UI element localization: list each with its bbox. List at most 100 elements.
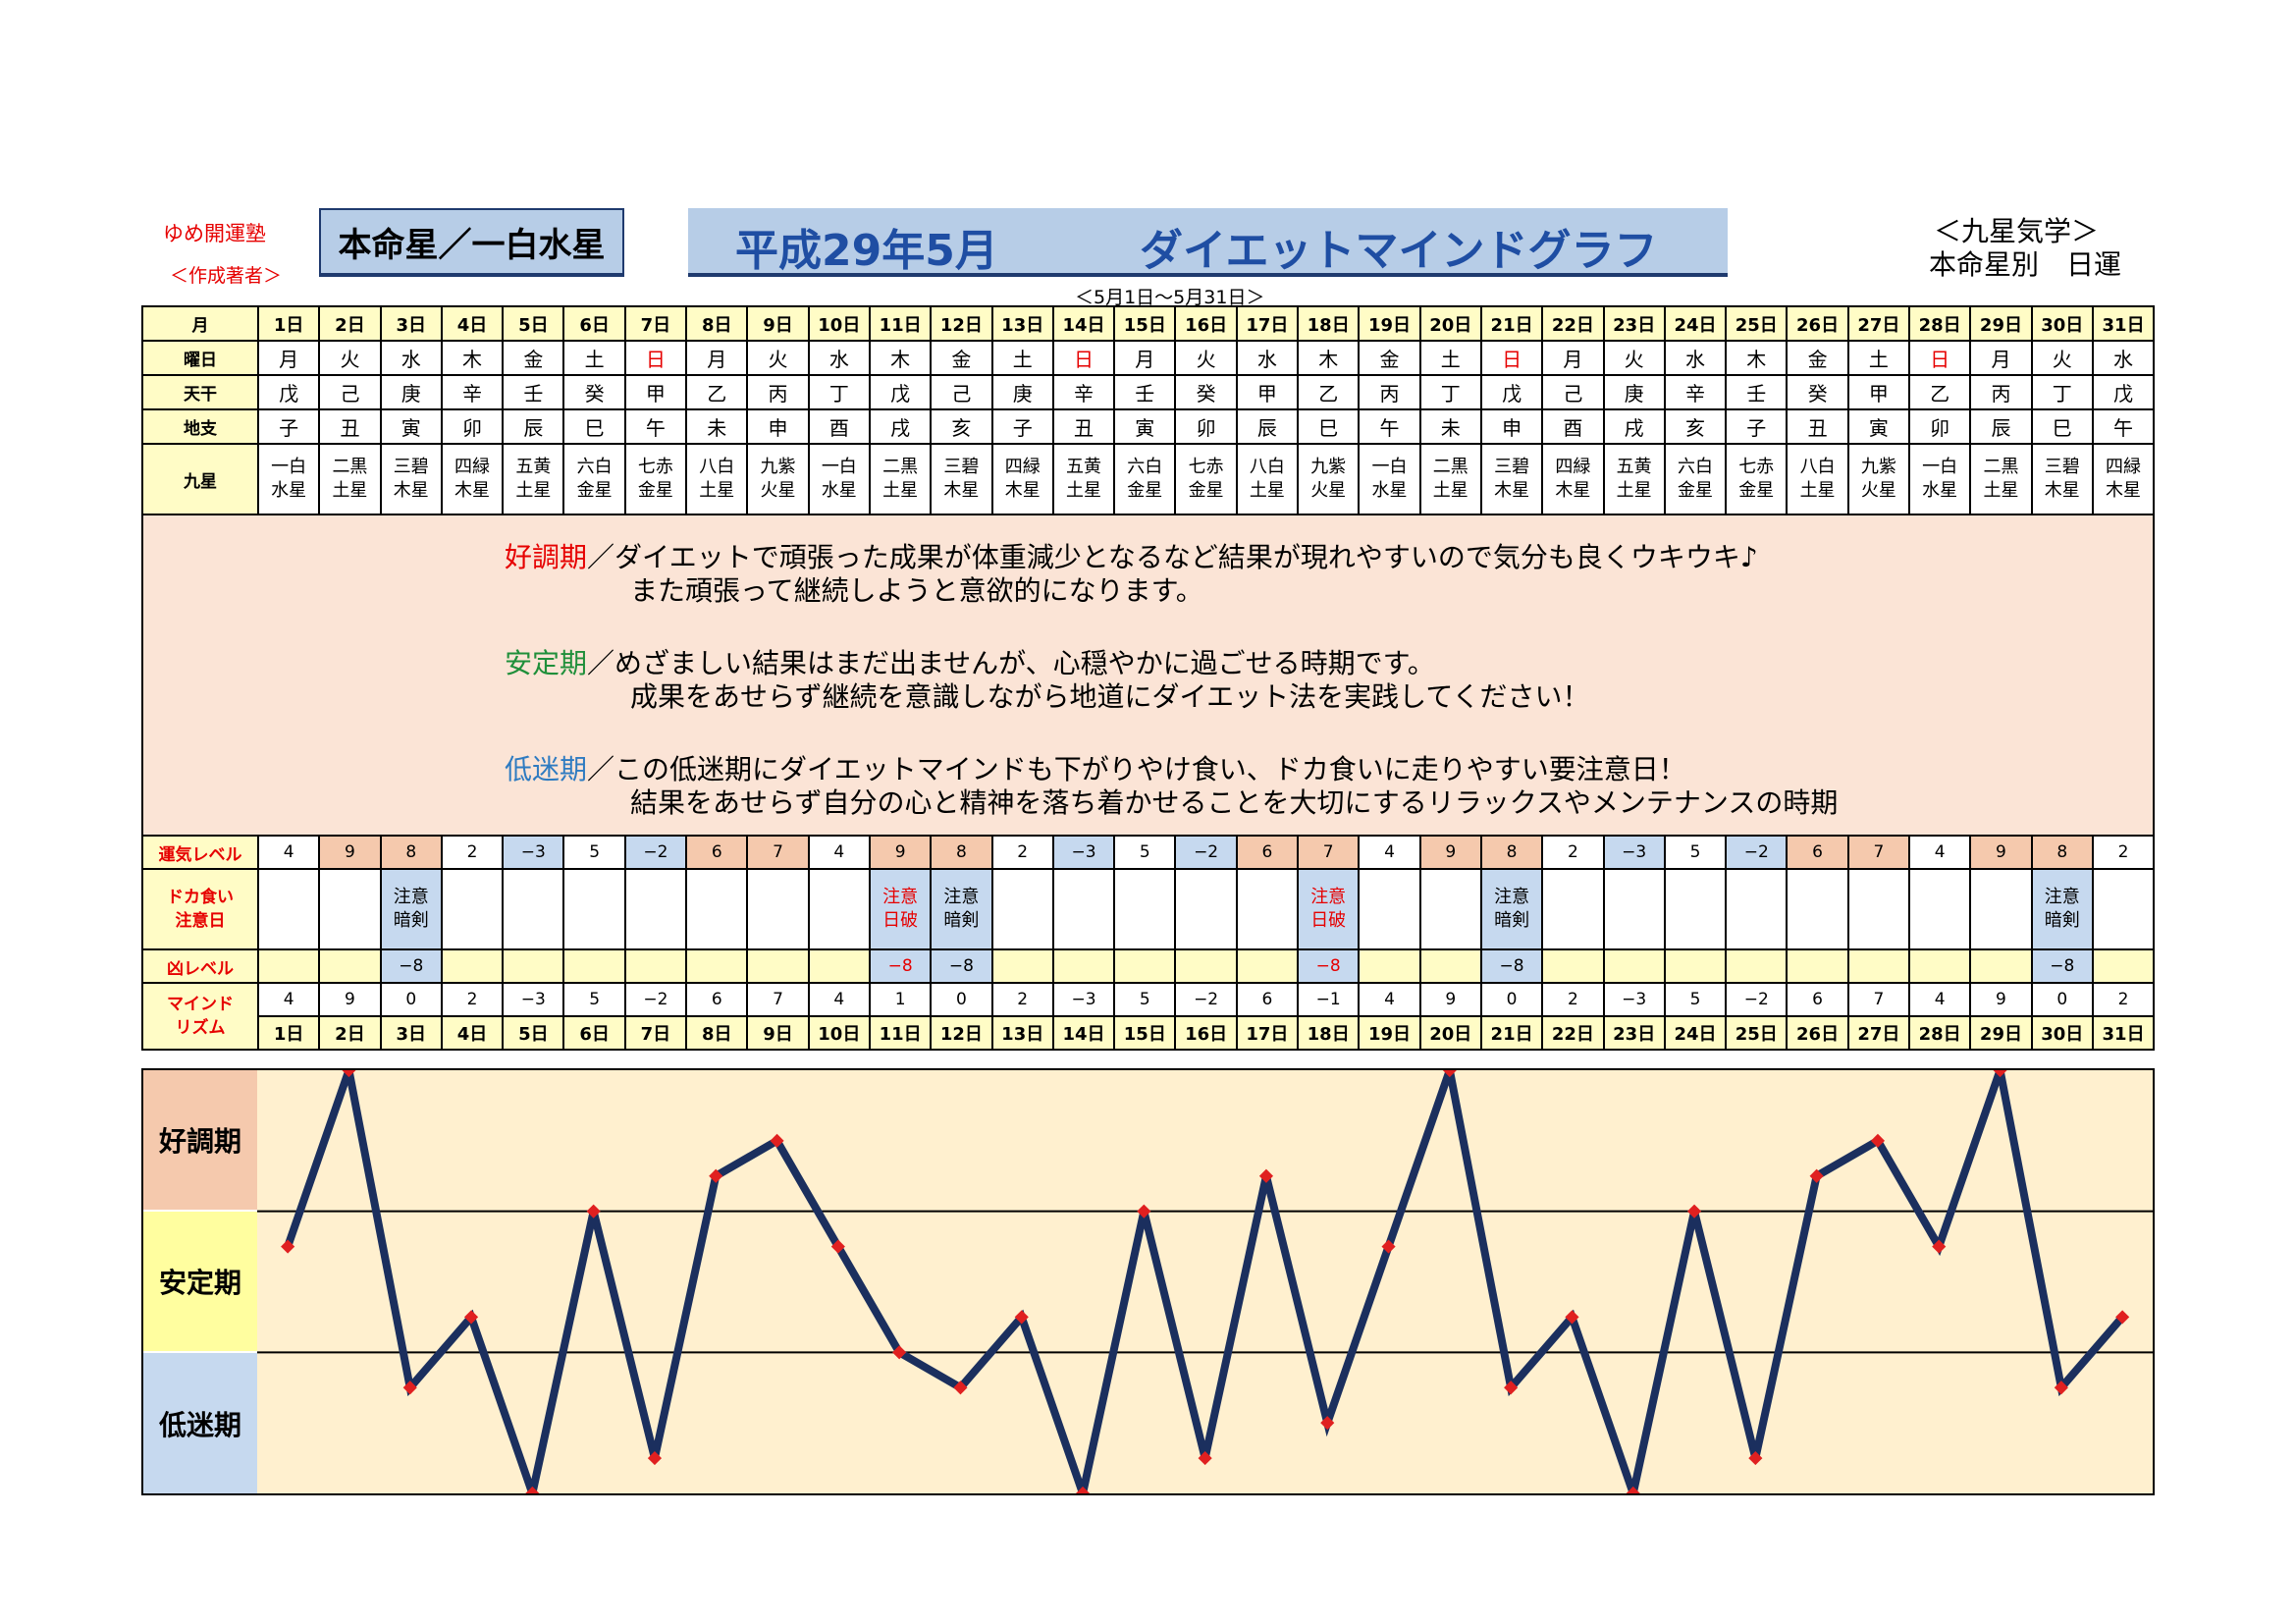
weekday-cell: 土 — [990, 340, 1054, 376]
day-footer: 28日 — [1908, 1015, 1972, 1051]
kyusei-star: 六白 — [576, 457, 613, 477]
day-footer: 30日 — [2030, 1015, 2094, 1051]
bad-level-cell — [256, 948, 321, 984]
weekday-cell: 日 — [1479, 340, 1544, 376]
kyusei-element: 水星 — [1371, 480, 1408, 501]
day-header: 6日 — [562, 305, 626, 342]
mind-rhythm-cell: −2 — [1725, 982, 1789, 1017]
day-footer: 26日 — [1786, 1015, 1849, 1051]
weekday-cell: 金 — [1358, 340, 1421, 376]
binge-type: 暗剣 — [2044, 910, 2080, 931]
kyusei-star: 二黒 — [1432, 457, 1468, 477]
zone-label-low: 低迷期 — [143, 1353, 257, 1493]
kyusei-element: 土星 — [515, 480, 552, 501]
data-point — [1198, 1451, 1212, 1466]
weekday-cell: 土 — [1418, 340, 1482, 376]
fortune-level-cell: 7 — [1297, 835, 1361, 870]
day-header: 19日 — [1358, 305, 1421, 342]
binge-cell — [807, 868, 871, 950]
mind-rhythm-label: マインド リズム — [141, 982, 259, 1051]
kyusei-star: 七赤 — [1738, 457, 1775, 477]
bad-level-cell — [1358, 948, 1421, 984]
data-point — [709, 1168, 723, 1183]
tenkan-cell: 癸 — [1786, 374, 1849, 410]
chishi-cell: 寅 — [1113, 408, 1177, 445]
chishi-cell: 戌 — [868, 408, 933, 445]
chishi-cell: 卯 — [440, 408, 505, 445]
bad-level-cell — [990, 948, 1054, 984]
fortune-level-cell: 5 — [1113, 835, 1177, 870]
data-point — [525, 1486, 540, 1493]
bad-level-cell — [1908, 948, 1972, 984]
bad-level-cell — [623, 948, 688, 984]
chishi-cell: 辰 — [1969, 408, 2033, 445]
table-row: 運気レベル 4 9 8 2 −3 5 −2 6 7 4 9 8 2 −3 5 −2 6 7 4 9 8 2 −3 5 −2 6 7 4 9… — [141, 835, 2156, 870]
table-row: マインド リズム 4 9 0 2 −3 5 −2 6 7 4 1 0 2 −3 5 −2 6 −1 4 9 0 2 −3 5 −2 6… — [141, 982, 2156, 1051]
kyusei-star: 四緑 — [2106, 457, 2142, 477]
binge-warning: 注意 — [393, 887, 429, 907]
chishi-cell: 巳 — [1297, 408, 1361, 445]
binge-cell — [562, 868, 626, 950]
tenkan-cell: 乙 — [1908, 374, 1972, 410]
day-footer: 8日 — [685, 1015, 749, 1051]
weekday-cell: 火 — [2030, 340, 2094, 376]
kyusei-star: 三碧 — [1494, 457, 1530, 477]
kyusei-star: 六白 — [1127, 457, 1163, 477]
fortune-level-cell: −3 — [1602, 835, 1666, 870]
mind-rhythm-cell: 5 — [1663, 982, 1728, 1017]
kyusei-cell: 五黄 土星 — [1051, 443, 1116, 515]
binge-cell — [623, 868, 688, 950]
chishi-cell: 酉 — [1541, 408, 1605, 445]
weekday-cell: 火 — [318, 340, 382, 376]
stable-period-line1: ／めざましい結果はまだ出ませんが、心穏やかに過ごせる時期です。 — [587, 647, 1435, 679]
mind-rhythm-cell: −1 — [1297, 982, 1361, 1017]
weekday-cell: 月 — [256, 340, 321, 376]
tenkan-cell: 癸 — [1174, 374, 1238, 410]
kyusei-element: 土星 — [1799, 480, 1836, 501]
mind-rhythm-cell: −2 — [1174, 982, 1238, 1017]
data-point — [1442, 1070, 1457, 1078]
calendar-table: 月 1日 2日 3日 4日 5日 6日 7日 8日 9日 10日 11日 12日 13日 14日 15日 16日… — [140, 305, 2156, 1051]
kyusei-element: 水星 — [1922, 480, 1958, 501]
weekday-cell: 月 — [1541, 340, 1605, 376]
mind-rhythm-cell: 6 — [685, 982, 749, 1017]
weekday-cell: 木 — [1297, 340, 1361, 376]
tenkan-cell: 丁 — [807, 374, 871, 410]
bad-level-cell: −8 — [930, 948, 993, 984]
day-footer: 23日 — [1602, 1015, 1666, 1051]
kyusei-element: 金星 — [1188, 480, 1224, 501]
mind-rhythm-cell: 2 — [2091, 982, 2156, 1017]
tenkan-cell: 甲 — [623, 374, 688, 410]
bad-level-label: 凶レベル — [141, 948, 259, 984]
binge-cell — [1174, 868, 1238, 950]
fortune-level-cell: 9 — [868, 835, 933, 870]
weekday-cell: 土 — [1846, 340, 1911, 376]
chishi-cell: 亥 — [930, 408, 993, 445]
day-footer: 24日 — [1663, 1015, 1728, 1051]
binge-cell: 注意 暗剣 — [930, 868, 993, 950]
weekday-cell: 月 — [1969, 340, 2033, 376]
binge-warning: 注意 — [1310, 887, 1347, 907]
kyusei-star: 三碧 — [2044, 457, 2080, 477]
bad-level-cell — [1051, 948, 1116, 984]
kyusei-element: 木星 — [2106, 480, 2142, 501]
day-header: 29日 — [1969, 305, 2033, 342]
fortune-level-cell: 4 — [256, 835, 321, 870]
bad-level-cell — [318, 948, 382, 984]
chishi-cell: 子 — [1725, 408, 1789, 445]
mind-rhythm-chart — [141, 1068, 2155, 1495]
tenkan-cell: 甲 — [1846, 374, 1911, 410]
binge-type: 暗剣 — [943, 910, 980, 931]
fortune-level-cell: 7 — [1846, 835, 1911, 870]
kyusei-cell: 九紫 火星 — [1846, 443, 1911, 515]
tenkan-cell: 庚 — [379, 374, 443, 410]
kyusei-cell: 二黒 土星 — [1418, 443, 1482, 515]
kyusei-cell: 三碧 木星 — [1479, 443, 1544, 515]
good-period-line1: ／ダイエットで頑張った成果が体重減少となるなど結果が現れやすいので気分も良くウキ… — [587, 541, 1758, 573]
weekday-cell: 木 — [1725, 340, 1789, 376]
kyusei-star: 三碧 — [943, 457, 980, 477]
binge-cell — [746, 868, 810, 950]
kyusei-cell: 八白 土星 — [1235, 443, 1300, 515]
day-header: 20日 — [1418, 305, 1482, 342]
weekday-cell: 日 — [1051, 340, 1116, 376]
